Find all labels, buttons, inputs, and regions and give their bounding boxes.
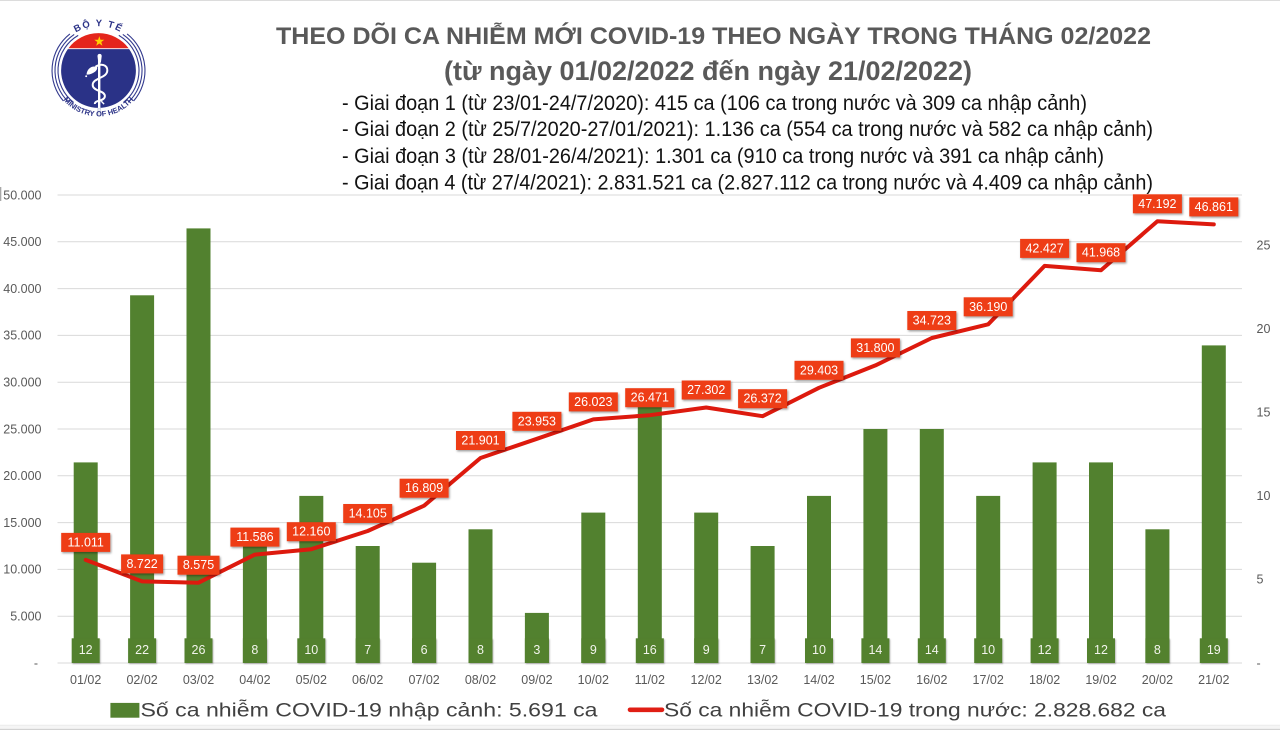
svg-text:26: 26: [192, 643, 206, 657]
svg-text:21/02: 21/02: [1198, 673, 1229, 687]
svg-text:8: 8: [251, 643, 258, 657]
svg-text:10: 10: [981, 643, 995, 657]
svg-text:- Giai đoạn 3 (từ 28/01-26/4/2: - Giai đoạn 3 (từ 28/01-26/4/2021): 1.30…: [342, 145, 1104, 168]
svg-text:22: 22: [135, 643, 149, 657]
svg-text:25.000: 25.000: [3, 422, 41, 436]
svg-text:02/02: 02/02: [126, 673, 157, 687]
svg-text:41.968: 41.968: [1082, 246, 1120, 260]
svg-text:11.011: 11.011: [68, 535, 104, 549]
svg-text:8.722: 8.722: [126, 557, 157, 571]
svg-text:01/02: 01/02: [70, 673, 101, 687]
svg-text:16.809: 16.809: [405, 481, 443, 495]
svg-text:45.000: 45.000: [3, 235, 41, 249]
svg-text:07/02: 07/02: [408, 673, 439, 687]
svg-text:- Giai đoạn 4 (từ 27/4/2021):: - Giai đoạn 4 (từ 27/4/2021): 2.831.521 …: [342, 172, 1153, 195]
svg-text:6: 6: [421, 643, 428, 657]
svg-text:46.861: 46.861: [1195, 200, 1233, 214]
svg-text:15/02: 15/02: [860, 673, 891, 687]
svg-text:13/02: 13/02: [747, 673, 778, 687]
svg-text:5: 5: [1257, 573, 1264, 587]
svg-text:50.000: 50.000: [3, 188, 41, 202]
svg-text:9: 9: [703, 643, 710, 657]
svg-text:10.000: 10.000: [3, 563, 41, 577]
svg-text:8: 8: [1154, 643, 1161, 657]
svg-text:26.023: 26.023: [574, 395, 612, 409]
svg-text:06/02: 06/02: [352, 673, 383, 687]
svg-text:19: 19: [1207, 643, 1221, 657]
svg-text:7: 7: [759, 643, 766, 657]
svg-text:12/02: 12/02: [691, 673, 722, 687]
svg-text:26.372: 26.372: [743, 392, 781, 406]
svg-text:42.427: 42.427: [1025, 241, 1063, 255]
svg-text:08/02: 08/02: [465, 673, 496, 687]
svg-text:29.403: 29.403: [800, 363, 838, 377]
svg-text:12: 12: [1038, 643, 1052, 657]
svg-text:16/02: 16/02: [916, 673, 947, 687]
svg-text:20.000: 20.000: [3, 469, 41, 483]
svg-text:- Giai đoạn 2 (từ 25/7/2020-27: - Giai đoạn 2 (từ 25/7/2020-27/01/2021):…: [342, 118, 1153, 141]
svg-text:15.000: 15.000: [3, 516, 41, 530]
svg-text:40.000: 40.000: [3, 282, 41, 296]
svg-text:04/02: 04/02: [239, 673, 270, 687]
svg-text:7: 7: [364, 643, 371, 657]
svg-text:20/02: 20/02: [1142, 673, 1173, 687]
svg-text:10: 10: [812, 643, 826, 657]
svg-text:26.471: 26.471: [631, 391, 669, 405]
svg-text:14/02: 14/02: [803, 673, 834, 687]
svg-text:-: -: [1257, 656, 1261, 670]
svg-text:10: 10: [304, 643, 318, 657]
svg-text:25: 25: [1257, 238, 1271, 252]
svg-text:11.586: 11.586: [236, 530, 273, 544]
svg-text:47.192: 47.192: [1138, 197, 1176, 211]
svg-text:9: 9: [590, 643, 597, 657]
svg-text:35.000: 35.000: [3, 329, 41, 343]
svg-text:17/02: 17/02: [973, 673, 1004, 687]
svg-text:(từ ngày 01/02/2022 đến ngày 2: (từ ngày 01/02/2022 đến ngày 21/02/2022): [444, 56, 972, 86]
svg-text:23.953: 23.953: [518, 414, 556, 428]
svg-text:-: -: [34, 656, 38, 670]
svg-text:05/02: 05/02: [296, 673, 327, 687]
svg-text:21.901: 21.901: [461, 434, 499, 448]
svg-text:THEO DÕI CA NHIỄM MỚI COVID-19: THEO DÕI CA NHIỄM MỚI COVID-19 THEO NGÀY…: [276, 21, 1151, 50]
svg-text:3: 3: [533, 643, 540, 657]
svg-text:36.190: 36.190: [969, 300, 1007, 314]
svg-text:12: 12: [1094, 643, 1108, 657]
svg-text:20: 20: [1257, 322, 1271, 336]
svg-text:16: 16: [643, 643, 657, 657]
svg-text:34.723: 34.723: [913, 314, 951, 328]
svg-text:14: 14: [925, 643, 939, 657]
svg-text:31.800: 31.800: [856, 341, 894, 355]
svg-text:11/02: 11/02: [635, 673, 665, 687]
svg-text:09/02: 09/02: [521, 673, 552, 687]
svg-text:18/02: 18/02: [1029, 673, 1060, 687]
svg-text:27.302: 27.302: [687, 383, 725, 397]
svg-text:BỘ Y TẾ: BỘ Y TẾ: [72, 18, 125, 35]
svg-text:14: 14: [868, 643, 882, 657]
svg-text:10: 10: [1257, 489, 1271, 503]
svg-text:8: 8: [477, 643, 484, 657]
svg-text:Số ca nhiễm COVID-19 trong nướ: Số ca nhiễm COVID-19 trong nước: 2.828.6…: [664, 698, 1166, 721]
svg-text:5.000: 5.000: [10, 610, 41, 624]
svg-text:19/02: 19/02: [1085, 673, 1116, 687]
svg-text:12.160: 12.160: [292, 525, 330, 539]
svg-text:Số ca nhiễm COVID-19 nhập cảnh: Số ca nhiễm COVID-19 nhập cảnh: 5.691 ca: [141, 698, 598, 721]
svg-text:- Giai đoạn 1 (từ 23/01-24/7/2: - Giai đoạn 1 (từ 23/01-24/7/2020): 415 …: [342, 92, 1087, 115]
svg-text:30.000: 30.000: [3, 376, 41, 390]
svg-text:10/02: 10/02: [578, 673, 609, 687]
svg-text:12: 12: [79, 643, 93, 657]
svg-text:15: 15: [1257, 406, 1271, 420]
svg-text:8.575: 8.575: [183, 558, 214, 572]
svg-text:03/02: 03/02: [183, 673, 214, 687]
svg-text:14.105: 14.105: [349, 507, 387, 521]
